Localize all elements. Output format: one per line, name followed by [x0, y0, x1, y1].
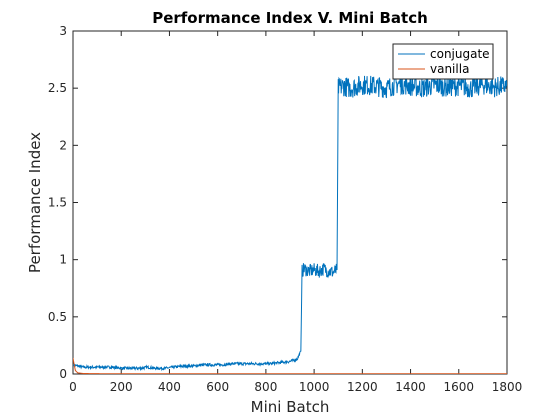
x-axis-label: Mini Batch [251, 398, 330, 416]
legend: conjugate vanilla [393, 44, 493, 79]
y-axis-label: Performance Index [26, 132, 44, 273]
x-tick-label: 1400 [395, 380, 426, 394]
x-tick-label: 800 [254, 380, 277, 394]
x-tick-label: 1200 [347, 380, 378, 394]
y-tick-label: 0.5 [48, 310, 67, 324]
x-tick-label: 0 [69, 380, 77, 394]
y-tick-label: 3 [59, 24, 67, 38]
y-tick-label: 1 [59, 253, 67, 267]
x-tick-label: 1600 [444, 380, 475, 394]
x-tick-label: 1000 [299, 380, 330, 394]
x-tick-label: 1800 [492, 380, 523, 394]
y-tick-label: 1.5 [48, 196, 67, 210]
x-tick-label: 600 [206, 380, 229, 394]
x-tick-label: 400 [158, 380, 181, 394]
x-tick-label: 200 [110, 380, 133, 394]
legend-label-vanilla: vanilla [430, 62, 469, 76]
chart-title: Performance Index V. Mini Batch [152, 9, 428, 27]
y-tick-label: 0 [59, 367, 67, 381]
y-tick-label: 2.5 [48, 81, 67, 95]
y-tick-label: 2 [59, 138, 67, 152]
legend-label-conjugate: conjugate [430, 47, 490, 61]
